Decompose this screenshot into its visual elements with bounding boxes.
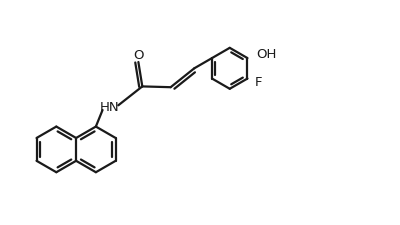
Text: F: F bbox=[254, 76, 262, 89]
Text: OH: OH bbox=[256, 48, 276, 61]
Text: HN: HN bbox=[100, 100, 120, 113]
Text: O: O bbox=[133, 49, 144, 62]
